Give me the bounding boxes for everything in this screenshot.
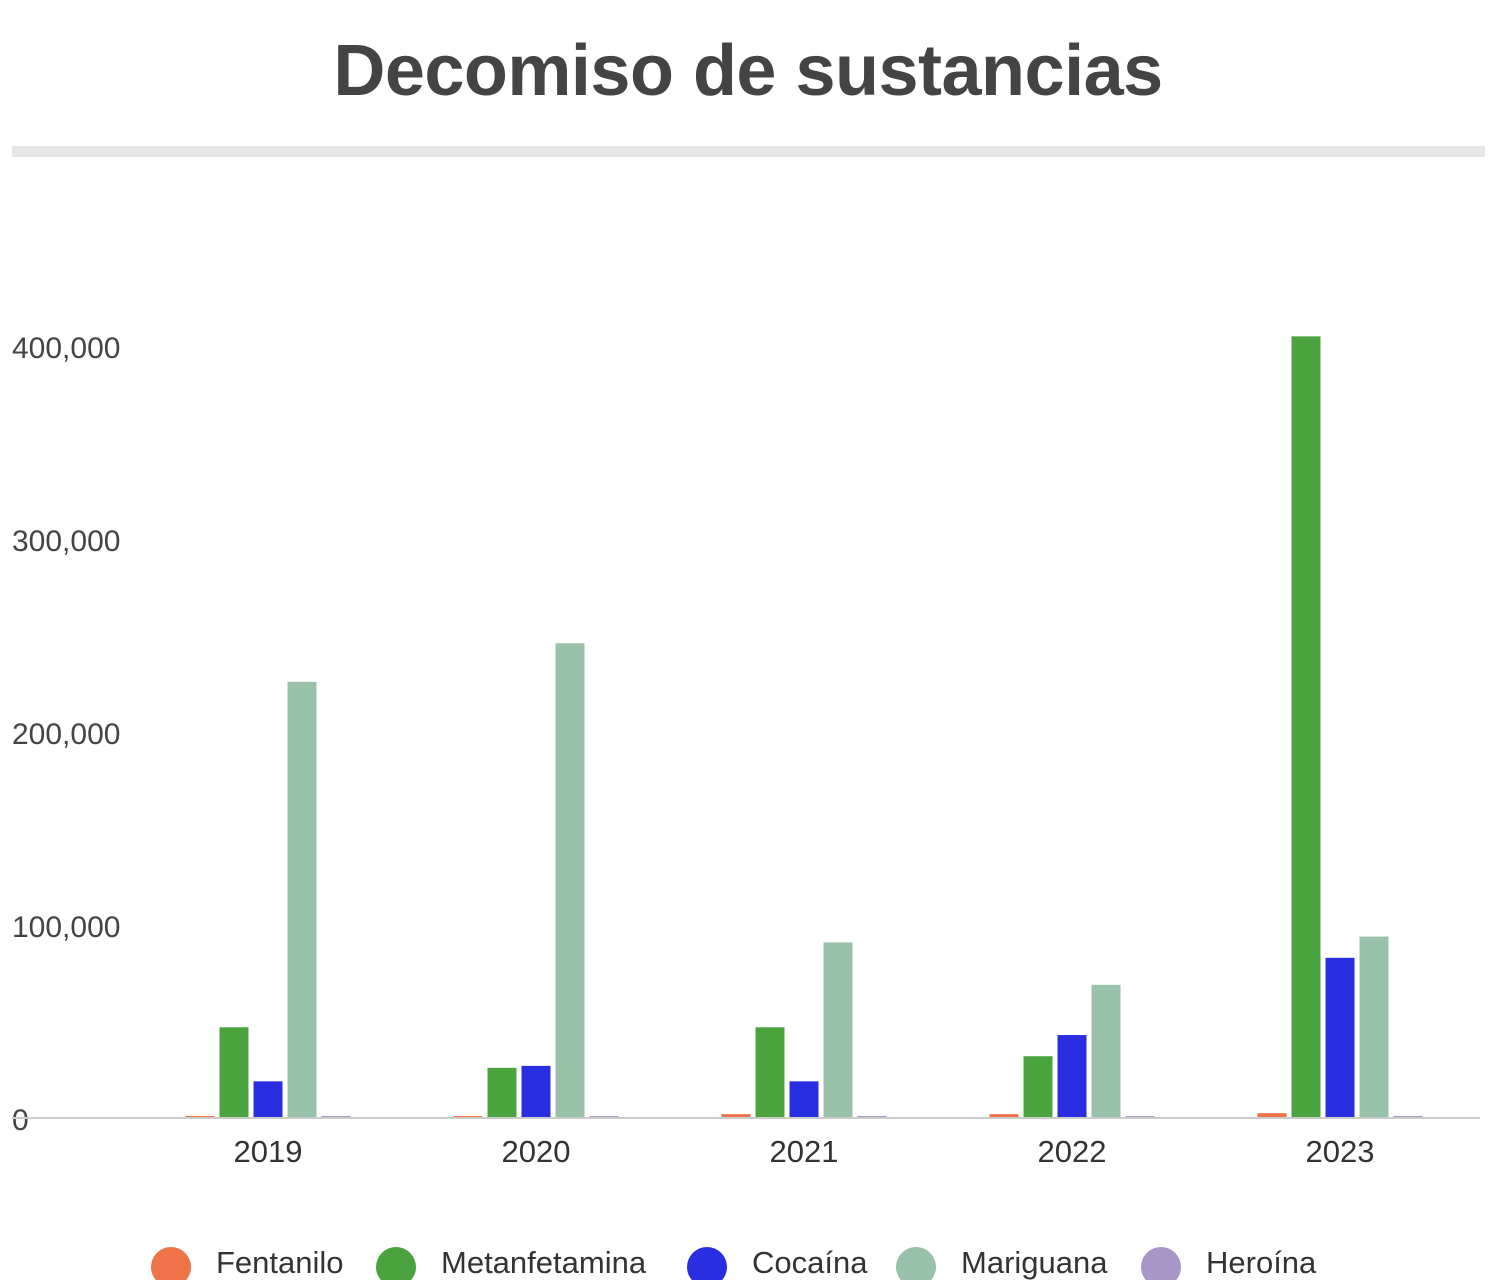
- y-tick-label: 0: [12, 1104, 29, 1137]
- x-tick-label: 2019: [234, 1134, 303, 1169]
- y-tick-label: 400,000: [12, 332, 120, 365]
- y-axis: 0 100,000 200,000 300,000 400,000: [12, 332, 120, 1137]
- chart-title: Decomiso de sustancias: [333, 31, 1163, 111]
- bar-mariguana-2019: [287, 681, 317, 1118]
- bar-fentanilo-2022: [989, 1114, 1019, 1118]
- bar-cocaína-2019: [253, 1081, 283, 1118]
- y-tick-label: 200,000: [12, 718, 120, 751]
- bar-cocaína-2023: [1325, 957, 1355, 1118]
- legend-label: Fentanilo: [216, 1245, 344, 1280]
- legend: Fentanilo Metanfetamina Cocaína Mariguana He…: [0, 1240, 1496, 1280]
- legend-swatch: [151, 1247, 191, 1280]
- bar-metanfetamina-2019: [219, 1027, 249, 1118]
- bar-metanfetamina-2022: [1023, 1056, 1053, 1118]
- bar-fentanilo-2023: [1257, 1113, 1287, 1118]
- bar-cocaína-2021: [789, 1081, 819, 1118]
- legend-label: Mariguana: [961, 1245, 1108, 1280]
- bar-metanfetamina-2021: [755, 1027, 785, 1118]
- bars: [185, 336, 1423, 1119]
- bar-cocaína-2020: [521, 1065, 551, 1118]
- bar-mariguana-2023: [1359, 936, 1389, 1118]
- legend-label: Heroína: [1206, 1245, 1317, 1280]
- bar-mariguana-2020: [555, 643, 585, 1118]
- legend-swatch: [376, 1247, 416, 1280]
- legend-swatch: [896, 1247, 936, 1280]
- legend-swatch: [687, 1247, 727, 1280]
- x-tick-label: 2023: [1306, 1134, 1375, 1169]
- bar-cocaína-2022: [1057, 1035, 1087, 1118]
- title-divider: [12, 146, 1485, 157]
- legend-label: Cocaína: [752, 1245, 868, 1280]
- x-tick-label: 2022: [1038, 1134, 1107, 1169]
- legend-swatch: [1141, 1247, 1181, 1280]
- y-tick-label: 300,000: [12, 525, 120, 558]
- x-tick-label: 2021: [770, 1134, 839, 1169]
- bar-fentanilo-2021: [721, 1114, 751, 1118]
- x-axis: 2019 2020 2021 2022 2023: [234, 1134, 1375, 1169]
- bar-metanfetamina-2020: [487, 1067, 517, 1118]
- y-tick-label: 100,000: [12, 911, 120, 944]
- legend-label: Metanfetamina: [441, 1245, 647, 1280]
- x-tick-label: 2020: [502, 1134, 571, 1169]
- bar-mariguana-2022: [1091, 984, 1121, 1118]
- bar-mariguana-2021: [823, 942, 853, 1118]
- bar-metanfetamina-2023: [1291, 336, 1321, 1119]
